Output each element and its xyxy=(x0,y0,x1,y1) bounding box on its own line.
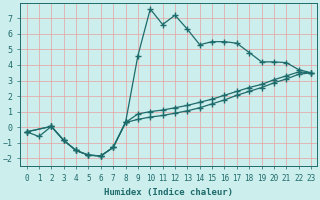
X-axis label: Humidex (Indice chaleur): Humidex (Indice chaleur) xyxy=(104,188,233,197)
